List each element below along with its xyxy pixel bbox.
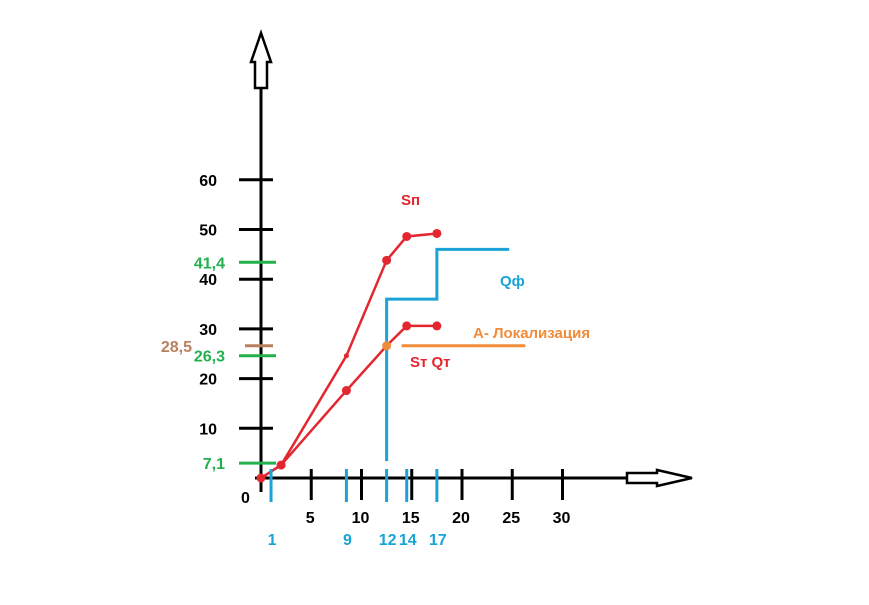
x-mark-label: 14 xyxy=(399,532,417,549)
y-tick-label: 40 xyxy=(199,272,217,289)
series-label-sp: Sп xyxy=(401,192,420,209)
x-tick-label: 5 xyxy=(306,510,315,527)
x-tick-label: 25 xyxy=(502,510,520,527)
data-point xyxy=(402,321,412,331)
y-mark-green-label: 7,1 xyxy=(203,456,225,473)
x-tick-label: 20 xyxy=(452,510,470,527)
x-mark-label: 17 xyxy=(429,532,447,549)
series-line xyxy=(260,324,437,480)
x-axis-arrow xyxy=(625,468,693,488)
curves xyxy=(256,228,526,483)
data-point xyxy=(278,462,284,468)
axes xyxy=(249,29,693,492)
y-mark-green-label: 26,3 xyxy=(194,349,225,366)
y-tick-label: 60 xyxy=(199,173,217,190)
data-point xyxy=(432,228,442,238)
x-tick-label: 10 xyxy=(352,510,370,527)
x-mark-label: 1 xyxy=(268,532,277,549)
x-tick-label: 30 xyxy=(553,510,571,527)
x-mark-label: 12 xyxy=(379,532,397,549)
labels: 10 20 30 40 50 60 5 10 15 20 25 30 1 9 12 14 17 7,1 26,3 41… xyxy=(161,173,590,549)
series-label-st: Sт Qт xyxy=(410,354,451,371)
data-point xyxy=(382,255,392,265)
y-tick-label: 10 xyxy=(199,421,217,438)
localization-label: А- Локализация xyxy=(473,325,590,342)
ticks xyxy=(239,178,564,502)
y-tick-label: 50 xyxy=(199,223,217,240)
origin-label: 0 xyxy=(241,490,250,507)
y-mark-green-label: 41,4 xyxy=(194,255,225,272)
data-point xyxy=(258,475,264,481)
data-point xyxy=(341,386,351,396)
y-tick-label: 30 xyxy=(199,322,217,339)
q-phi-line xyxy=(385,247,510,462)
y-mark-brown-label: 28,5 xyxy=(161,339,192,356)
x-tick-label: 15 xyxy=(402,510,420,527)
data-point xyxy=(343,353,349,359)
y-tick-label: 20 xyxy=(199,372,217,389)
q-phi-label: Qф xyxy=(500,273,525,290)
data-point xyxy=(402,231,412,241)
y-axis-arrow xyxy=(249,29,273,90)
localization-point xyxy=(382,341,392,351)
data-point xyxy=(432,321,442,331)
x-mark-label: 9 xyxy=(343,532,352,549)
